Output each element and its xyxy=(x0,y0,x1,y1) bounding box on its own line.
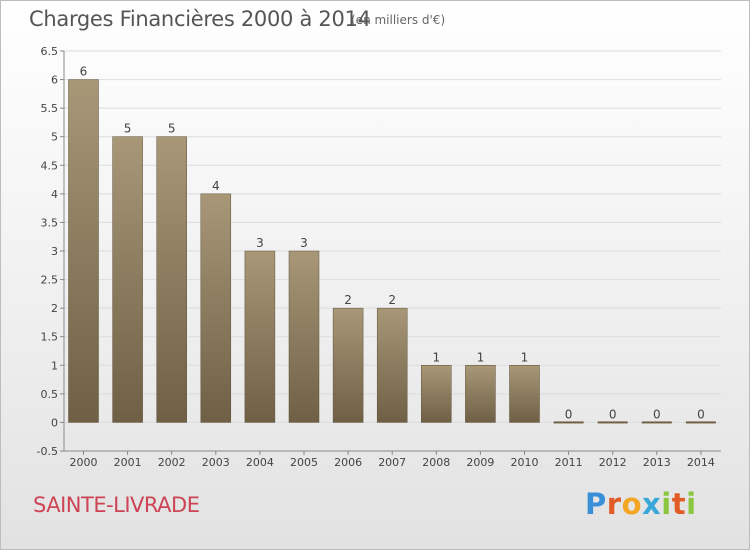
x-tick-label: 2009 xyxy=(466,456,494,469)
data-label: 0 xyxy=(653,407,661,421)
x-tick-label: 2002 xyxy=(158,456,186,469)
y-tick-label: 0 xyxy=(51,416,58,429)
data-label: 5 xyxy=(124,122,132,136)
bar-2004[interactable] xyxy=(244,250,276,423)
data-label: 0 xyxy=(697,407,705,421)
y-tick-label: 5 xyxy=(51,131,58,144)
data-label: 0 xyxy=(609,407,617,421)
data-label: 3 xyxy=(300,236,308,250)
y-tick-label: 6 xyxy=(51,74,58,87)
data-label: 4 xyxy=(212,179,220,193)
y-tick-label: 5.5 xyxy=(41,102,59,115)
bars xyxy=(68,79,716,424)
y-tick-label: 2.5 xyxy=(41,274,59,287)
data-label: 5 xyxy=(168,122,176,136)
bar-2003[interactable] xyxy=(200,193,232,423)
y-tick-label: 1.5 xyxy=(41,331,59,344)
bar-2014[interactable] xyxy=(685,421,716,424)
logo-letter: x xyxy=(642,487,662,521)
x-tick-label: 2010 xyxy=(511,456,539,469)
data-label: 1 xyxy=(521,350,529,364)
y-tick-label: 3.5 xyxy=(41,216,59,229)
x-tick-label: 2012 xyxy=(599,456,627,469)
x-tick-label: 2014 xyxy=(687,456,715,469)
logo-letter: r xyxy=(606,487,622,521)
bar-2011[interactable] xyxy=(553,421,584,424)
x-tick-label: 2005 xyxy=(290,456,318,469)
x-tick-label: 2003 xyxy=(202,456,230,469)
bar-2012[interactable] xyxy=(597,421,628,424)
logo-letter: t xyxy=(671,487,687,521)
chart-unit: (en milliers d'€) xyxy=(351,13,446,27)
bar-2000[interactable] xyxy=(68,79,99,423)
x-tick-label: 2008 xyxy=(422,456,450,469)
bar-2009[interactable] xyxy=(465,365,496,423)
y-tick-label: 3 xyxy=(51,245,58,258)
data-label: 1 xyxy=(477,350,485,364)
bar-2001[interactable] xyxy=(112,136,143,423)
bar-2010[interactable] xyxy=(509,365,540,423)
logo-letter: o xyxy=(621,487,643,521)
y-tick-label: 6.5 xyxy=(41,45,59,58)
bar-2007[interactable] xyxy=(376,307,408,423)
x-tick-label: 2004 xyxy=(246,456,274,469)
bar-2006[interactable] xyxy=(332,307,364,423)
y-tick-label: 4.5 xyxy=(41,159,59,172)
x-tick-label: 2001 xyxy=(114,456,142,469)
bar-2002[interactable] xyxy=(156,136,187,423)
logo-letter: i xyxy=(686,487,697,521)
proxiti-logo[interactable]: Proxiti xyxy=(585,487,697,521)
logo-letter: P xyxy=(585,487,607,521)
x-tick-label: 2011 xyxy=(555,456,583,469)
y-tick-label: 4 xyxy=(51,188,58,201)
x-tick-label: 2007 xyxy=(378,456,406,469)
chart-title: Charges Financières 2000 à 2014 xyxy=(29,7,371,31)
commune-name: SAINTE-LIVRADE xyxy=(33,493,200,517)
data-label: 0 xyxy=(565,407,573,421)
data-labels: 6 5 5 4 3 3 2 2 1 1 1 0 0 0 0 xyxy=(80,65,705,422)
data-label: 6 xyxy=(80,65,88,79)
y-tick-label: 1 xyxy=(51,359,58,372)
data-label: 2 xyxy=(388,293,396,307)
data-label: 2 xyxy=(344,293,352,307)
x-tick-label: 2006 xyxy=(334,456,362,469)
x-tick-label: 2013 xyxy=(643,456,671,469)
bar-2013[interactable] xyxy=(641,421,672,424)
y-tick-label: 0.5 xyxy=(41,388,59,401)
x-tick-label: 2000 xyxy=(70,456,98,469)
y-tick-label: 2 xyxy=(51,302,58,315)
bar-2008[interactable] xyxy=(421,365,452,423)
logo-letter: i xyxy=(661,487,672,521)
bar-2005[interactable] xyxy=(288,250,320,423)
y-tick-label: -0.5 xyxy=(37,445,58,458)
data-label: 3 xyxy=(256,236,264,250)
data-label: 1 xyxy=(432,350,440,364)
